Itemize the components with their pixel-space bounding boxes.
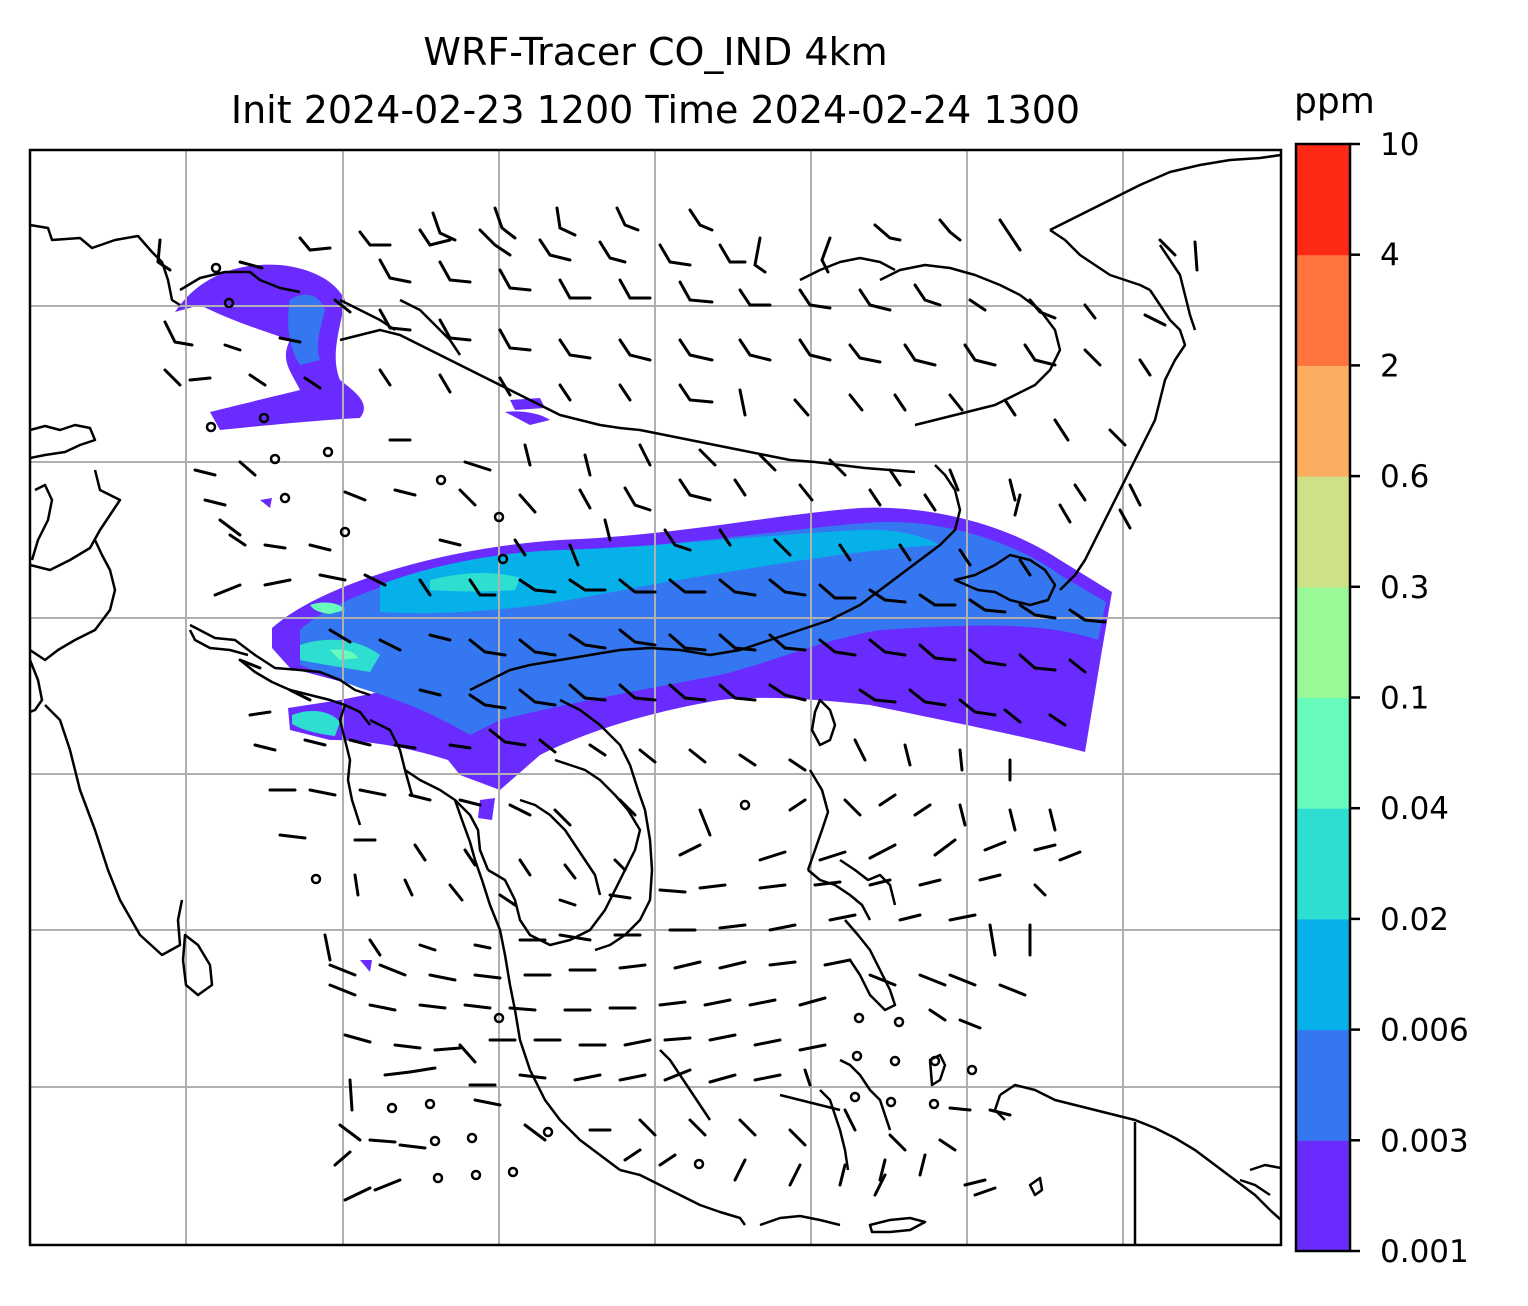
colorbar-tick-label: 0.006 (1380, 1013, 1469, 1049)
colorbar-swatch (1296, 1140, 1350, 1252)
colorbar-tick-label: 0.3 (1380, 570, 1429, 606)
colorbar-swatch (1296, 586, 1350, 698)
colorbar-swatch (1296, 144, 1350, 256)
calm-wind-markers (205, 262, 978, 1184)
colorbar-tick-label: 0.04 (1380, 791, 1449, 827)
colorbar-swatch (1296, 918, 1350, 1031)
colorbar-ticks: 0.001 0.003 0.006 0.02 0.04 0.1 0.3 0.6 2 4 10 (1350, 127, 1469, 1270)
coastlines-borders (30, 153, 1281, 1245)
colorbar-tick-label: 0.003 (1380, 1123, 1469, 1159)
map-frame (28, 148, 1283, 1247)
plume-northwest-inner (288, 294, 325, 365)
colorbar-swatch (1296, 365, 1350, 477)
colorbar-tick-label: 4 (1380, 238, 1400, 274)
map-title-line1: WRF-Tracer CO_IND 4km (423, 30, 888, 74)
wind-barbs (156, 206, 1199, 1202)
colorbar-swatch (1296, 1029, 1350, 1141)
colorbar-tick-label: 0.1 (1380, 681, 1429, 717)
map-gridlines (30, 150, 1281, 1245)
colorbar-tick-label: 2 (1380, 348, 1400, 384)
colorbar-tick-label: 0.001 (1380, 1234, 1469, 1270)
colorbar-tick-label: 0.6 (1380, 459, 1429, 495)
colorbar-swatch (1296, 697, 1350, 809)
colorbar-swatch (1296, 808, 1350, 920)
colorbar-tick-label: 0.02 (1380, 902, 1449, 938)
colorbar: 0.001 0.003 0.006 0.02 0.04 0.1 0.3 0.6 2 4 10 (1294, 127, 1469, 1270)
colorbar-swatch (1296, 476, 1350, 588)
plume-band-01 (310, 602, 358, 660)
map-title-line2: Init 2024-02-23 1200 Time 2024-02-24 130… (230, 88, 1081, 132)
colorbar-tick-label: 10 (1380, 127, 1419, 163)
plume-band-002 (380, 529, 940, 614)
colorbar-swatches (1296, 144, 1350, 1252)
colorbar-swatch (1296, 254, 1350, 366)
